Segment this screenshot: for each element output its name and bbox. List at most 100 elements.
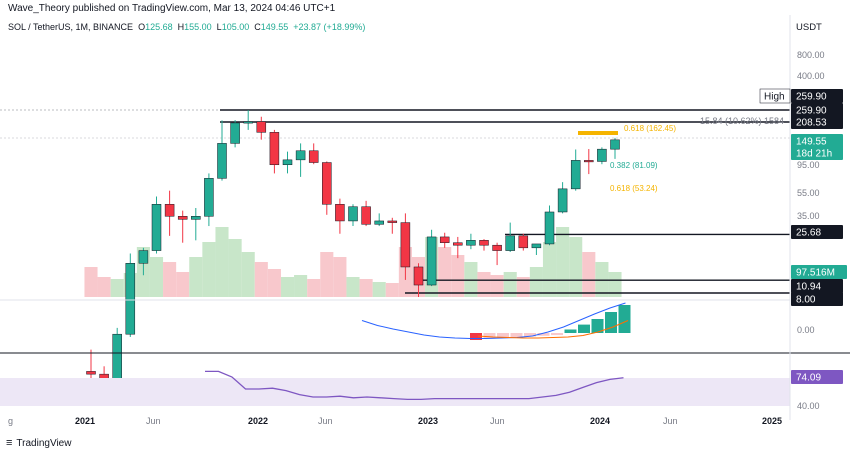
x-tick-label: 2023 — [418, 416, 438, 426]
candle-body — [610, 139, 620, 150]
macd-hist-bar — [470, 333, 482, 340]
volume-bar — [307, 279, 321, 297]
volume-bar — [228, 239, 242, 297]
fib-label: 0.618 (53.24) — [610, 184, 658, 193]
volume-bar — [385, 283, 399, 297]
high-label-bg — [759, 88, 791, 104]
candle — [453, 236, 463, 259]
volume-bar — [516, 277, 530, 297]
macd-hist-bar — [497, 333, 509, 338]
candle — [243, 110, 253, 130]
rsi-line — [205, 370, 624, 401]
volume-bar — [189, 257, 203, 297]
volume-bar — [556, 227, 570, 297]
volume-bar — [176, 272, 190, 297]
volume-bar — [320, 252, 334, 297]
candle — [531, 243, 542, 255]
candle — [217, 120, 227, 181]
high-label: H — [177, 22, 185, 32]
volume-bar — [215, 227, 229, 297]
volume-bar — [163, 262, 177, 297]
candle — [557, 182, 568, 214]
open-label: O — [138, 22, 146, 32]
candle — [138, 247, 149, 276]
candle-body — [479, 240, 489, 246]
footer-brand: TradingView — [16, 438, 72, 449]
publisher-header: Wave_Theory published on TradingView.com… — [8, 3, 336, 14]
candle — [518, 233, 529, 251]
signal-line — [477, 320, 629, 339]
candle — [295, 143, 306, 177]
high-value: 155.00 — [184, 22, 212, 32]
macd-hist-bar — [551, 333, 563, 336]
tag-high-bg — [791, 89, 843, 103]
candle — [204, 173, 214, 227]
volume-bar — [97, 277, 111, 297]
candles — [86, 110, 620, 404]
candle-body — [335, 204, 345, 222]
x-tick-label: 2022 — [248, 416, 268, 426]
close-label: C — [254, 22, 261, 32]
horizontal-levels: 15.84 (10.62%) 1584 — [0, 109, 790, 294]
volume-bar — [333, 257, 347, 297]
candle-body — [348, 206, 358, 222]
rsi-band — [0, 378, 790, 406]
candle-body — [151, 204, 162, 251]
low-value: 105.00 — [221, 22, 250, 32]
tag-volume-bg — [791, 265, 847, 279]
candle-body — [138, 250, 149, 264]
macd-pane — [361, 302, 631, 340]
x-tick-label: Jun — [663, 416, 678, 426]
volume-bar — [359, 279, 373, 297]
currency-label[interactable]: USDT — [796, 22, 822, 33]
x-tick-label: Jun — [490, 416, 505, 426]
volume-bar — [529, 267, 543, 297]
volume-bar — [202, 242, 216, 297]
candle-body — [439, 236, 450, 243]
candle — [191, 208, 201, 241]
volume-bar — [477, 272, 491, 297]
candle-body — [282, 159, 293, 166]
range-annotation: 15.84 (10.62%) 1584 — [700, 116, 784, 126]
volume-bar — [451, 255, 465, 297]
tag-level2-bg — [791, 115, 843, 129]
rsi-pane — [0, 370, 790, 406]
volume-bar — [542, 242, 557, 297]
volume-bar — [595, 262, 609, 297]
tag-close: 149.55 — [796, 137, 827, 148]
candle — [597, 147, 607, 165]
symbol-label[interactable]: SOL / TetherUS, 1M, BINANCE — [8, 22, 134, 32]
volume-bar — [254, 262, 268, 297]
candle — [177, 210, 188, 243]
y-tick-label: 35.00 — [797, 211, 820, 221]
macd-hist-bar — [564, 329, 577, 333]
fib-labels: 0.618 (162.45) 0.382 (81.09) 0.618 (53.24) — [610, 124, 676, 193]
volume-area — [84, 227, 622, 297]
y-tick-label: 95.00 — [797, 160, 820, 170]
x-tick-label: g — [8, 416, 13, 426]
candle-body — [570, 160, 581, 190]
macd-hist-bar — [524, 333, 536, 337]
candle-body — [322, 162, 332, 205]
ohlc-legend: SOL / TetherUS, 1M, BINANCE O125.68 H155… — [8, 22, 365, 32]
tag-level2: 208.53 — [796, 118, 827, 129]
tag-rsi-bg — [791, 370, 843, 384]
candle — [256, 116, 267, 140]
candle-body — [374, 220, 384, 225]
candle-body — [531, 243, 542, 249]
candle — [492, 242, 502, 266]
candle — [479, 239, 489, 251]
tag-high: 259.90 — [796, 92, 827, 103]
macd-line — [361, 302, 626, 339]
volume-bar — [608, 272, 622, 297]
tv-logo-icon: ≡ — [6, 437, 13, 449]
x-tick-label: Jun — [318, 416, 333, 426]
y-tick-label: 800.00 — [797, 50, 825, 60]
candle-body — [518, 235, 529, 249]
macd-hist-bar — [605, 312, 617, 333]
volume-bar — [84, 267, 98, 297]
volume-bar — [569, 237, 583, 297]
candle — [348, 204, 358, 227]
